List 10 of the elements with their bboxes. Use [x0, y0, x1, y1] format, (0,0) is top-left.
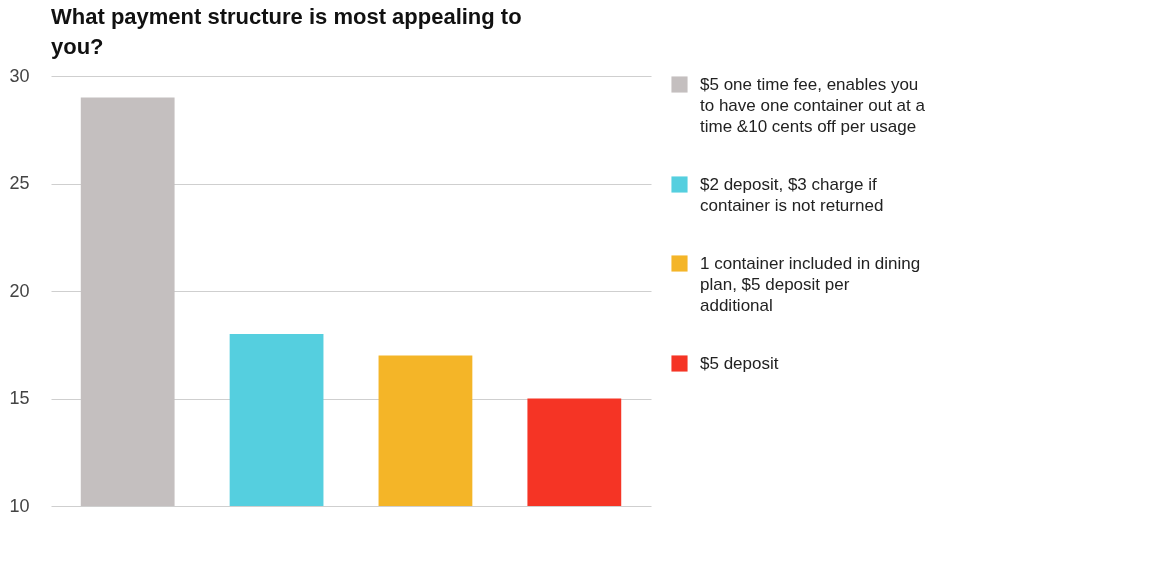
chart-title: What payment structure is most appealing to you? [51, 4, 522, 59]
legend-label: $5 deposit [700, 353, 779, 373]
legend-label: $5 one time fee, enables you to have one container out at a time &10 cents off per usage [700, 74, 926, 136]
legend-label: $2 deposit, $3 charge if container is not returned [700, 174, 884, 215]
y-tick-label: 20 [9, 280, 30, 301]
y-tick-label: 25 [9, 173, 30, 193]
legend-label: 1 container included in dining plan, $5 deposit per additional [700, 253, 921, 315]
y-tick-label: 10 [9, 495, 30, 516]
y-tick-label: 30 [9, 65, 30, 86]
y-tick-label: 15 [9, 388, 30, 408]
